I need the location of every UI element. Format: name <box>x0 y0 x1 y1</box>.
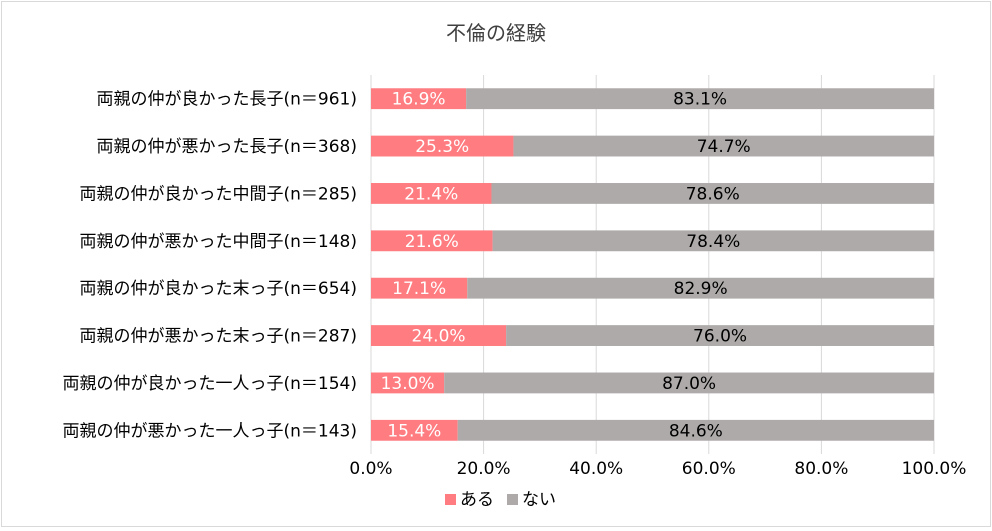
x-tick-label: 20.0% <box>457 459 511 479</box>
bar-nai <box>457 419 934 441</box>
bar-aru <box>371 372 445 394</box>
bar-nai <box>506 325 934 346</box>
data-label: 74.7% <box>697 137 751 157</box>
bar-nai <box>513 135 934 157</box>
legend: ある ない <box>445 490 556 510</box>
data-label: 76.0% <box>693 327 747 347</box>
bar-nai <box>466 88 934 110</box>
category-label: 両親の仲が良かった一人っ子(n＝154) <box>63 374 358 394</box>
bar-aru <box>371 277 468 299</box>
data-label: 83.1% <box>673 90 727 110</box>
data-label: 78.6% <box>686 184 740 204</box>
legend-label: ある <box>460 490 494 510</box>
data-label: 24.0% <box>412 327 466 347</box>
data-label: 16.9% <box>392 90 446 110</box>
x-tick-label: 60.0% <box>682 459 736 479</box>
category-label: 両親の仲が悪かった長子(n＝368) <box>97 137 358 157</box>
legend-swatch <box>445 494 456 505</box>
data-label: 78.4% <box>686 232 740 252</box>
category-label: 両親の仲が良かった中間子(n＝285) <box>80 184 358 204</box>
data-label: 84.6% <box>669 421 723 441</box>
x-tick-label: 40.0% <box>569 459 623 479</box>
gridlines <box>370 75 935 454</box>
bar-nai <box>444 372 934 394</box>
data-label: 21.4% <box>404 184 458 204</box>
bar-aru <box>371 419 458 441</box>
legend-label: ない <box>522 490 556 510</box>
category-label: 両親の仲が良かった長子(n＝961) <box>97 90 358 110</box>
x-tick-label: 100.0% <box>902 459 967 479</box>
category-label: 両親の仲が良かった末っ子(n＝654) <box>80 279 358 299</box>
bars: 16.9% 83.1% 25.3% 74.7% 21.4% 78.6% 21.6% 78.4%… <box>371 88 934 441</box>
bar-aru <box>371 88 467 110</box>
data-label: 87.0% <box>662 374 716 394</box>
data-label: 82.9% <box>674 279 728 299</box>
bar-aru <box>371 325 507 346</box>
x-tick-labels: 0.0% 20.0% 40.0% 60.0% 80.0% 100.0% <box>349 459 966 479</box>
chart-title: 不倫の経験 <box>446 21 546 45</box>
bar-nai <box>491 183 934 204</box>
category-label: 両親の仲が悪かった一人っ子(n＝143) <box>63 421 358 441</box>
category-labels: 両親の仲が良かった長子(n＝961) 両親の仲が悪かった長子(n＝368) 両親の仲… <box>63 90 358 442</box>
x-tick-label: 80.0% <box>794 459 848 479</box>
bar-aru <box>371 135 514 157</box>
bar-nai <box>492 230 934 252</box>
data-label: 21.6% <box>405 232 459 252</box>
x-tick-label: 0.0% <box>349 459 392 479</box>
bar-aru <box>371 230 493 252</box>
bar-aru <box>371 183 492 204</box>
category-label: 両親の仲が悪かった末っ子(n＝287) <box>80 327 358 347</box>
bar-nai <box>467 277 934 299</box>
data-label: 25.3% <box>415 137 469 157</box>
data-label: 13.0% <box>381 374 435 394</box>
legend-swatch <box>507 494 518 505</box>
data-label: 15.4% <box>387 421 441 441</box>
category-label: 両親の仲が悪かった中間子(n＝148) <box>80 232 358 252</box>
data-label: 17.1% <box>392 279 446 299</box>
